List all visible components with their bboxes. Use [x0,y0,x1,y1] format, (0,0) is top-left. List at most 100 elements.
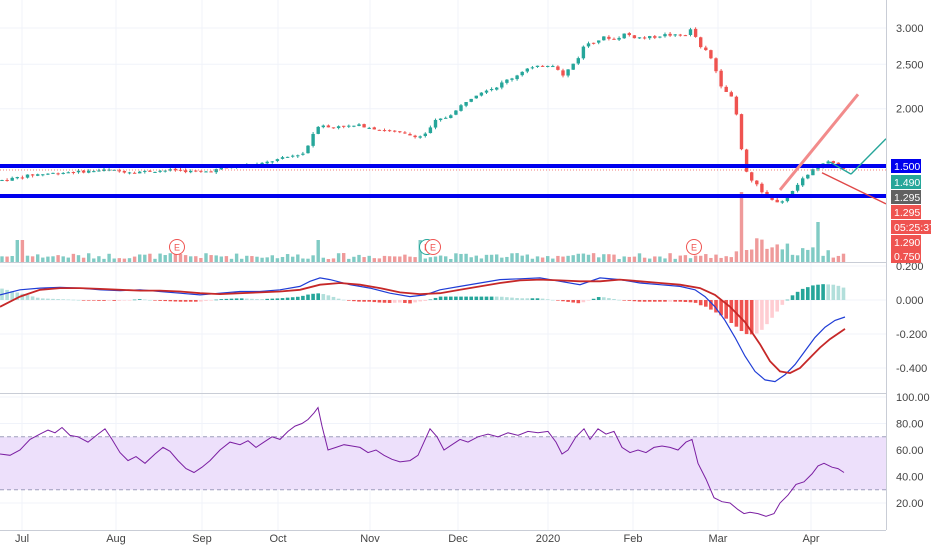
candle-body [551,66,555,68]
volume-bar [189,256,193,262]
macd-hist-bar [698,300,703,306]
macd-hist-bar [678,300,683,302]
macd-hist-bar [449,296,453,300]
volume-bar [25,255,30,262]
macd-hist-bar [607,298,611,300]
volume-bar [801,248,805,262]
candle-body [663,34,667,37]
volume-bar [382,255,387,262]
volume-bar [520,255,524,262]
macd-hist-bar [408,300,412,304]
macd-hist-bar [591,298,596,300]
candle-body [214,169,218,173]
volume-bar [224,256,229,262]
candle-body [51,172,55,174]
candle-body [209,171,213,173]
macd-hist-bar [602,297,606,300]
macd-hist-bar [290,297,295,300]
volume-bar [229,258,234,262]
macd-hist-bar [362,300,366,302]
x-tick-label: Nov [360,533,380,545]
candle-body [173,168,178,171]
macd-hist-bar [122,300,127,301]
candle-body [719,70,723,87]
volume-bar [255,256,259,262]
candle-body [617,37,621,40]
volume-bar [739,192,744,262]
volume-bar [367,255,371,262]
volume-bar [683,255,688,262]
volume-bar [744,250,749,262]
candle-body [714,58,718,72]
macd-hist-bar [479,296,484,300]
volume-bar [36,254,40,262]
trendlines[interactable] [778,93,887,205]
candle-body [454,110,458,115]
candle-body [586,43,591,47]
candle-body [704,47,708,51]
macd-hist-bar [382,300,387,303]
volume-bar [836,255,841,262]
candle-body [76,170,81,173]
macd-hist-bar [168,300,173,302]
candle-body [0,180,4,182]
earnings-marker-3[interactable]: E [686,239,702,255]
macd-hist-bar [234,298,239,300]
volume-bar [372,258,376,262]
candle-body [418,136,422,138]
volume-bar [183,255,188,262]
candle-body [97,170,101,172]
candle-body [372,127,376,130]
volume-bar [92,258,96,262]
volume-bar [607,254,611,262]
volume-bar [163,255,167,262]
rsi-band [0,436,886,491]
macd-hist-bar [581,300,586,303]
price-tag-label: 1.290 [894,237,920,249]
volume-bar [602,254,606,262]
macd-hist-bar [280,298,285,300]
macd-hist-bar [433,297,438,300]
macd-hist-bar [586,300,591,301]
macd-hist-bar [265,298,269,300]
candle-body [841,167,846,170]
volume-bar [15,240,19,262]
earnings-marker-0[interactable]: E [169,239,185,255]
horizontal-levels[interactable] [0,164,886,199]
volume-bar [459,253,463,262]
earnings-markers[interactable]: EEEE [169,239,702,255]
volume-bar [296,254,300,262]
earnings-marker-2[interactable]: E [425,239,441,255]
volume-bar [214,255,218,262]
candle-body [66,172,70,174]
macd-hist-bar [204,300,208,301]
volume-bar [0,256,4,262]
macd-hist-bar [107,300,111,301]
volume-bar [168,253,172,262]
macd-hist-bar [561,300,565,302]
candle-body [56,173,60,175]
candle-body [607,36,611,39]
price-tag-label: 1.295 [894,192,920,204]
macd-hist-bar [25,295,30,300]
earnings-marker-label: E [174,243,180,253]
candle-body [658,36,662,38]
candle-body [505,79,509,83]
candle-body [194,170,198,172]
candle-body [433,119,438,128]
x-tick-label: Oct [269,533,286,545]
macd-hist-bar [658,300,662,302]
price-tag-bg [891,235,921,249]
volume-bar [668,253,672,262]
candle-body [291,155,295,157]
macd-hist-bar [387,300,392,303]
candle-body [275,159,280,162]
macd-hist-bar [285,297,290,300]
macd-hist-bar [214,299,218,301]
volume-bar [479,258,484,262]
macd-hist-bar [551,299,555,301]
volume-bar [637,253,642,262]
macd-hist-bar [117,300,122,301]
volume-bar [245,255,249,262]
